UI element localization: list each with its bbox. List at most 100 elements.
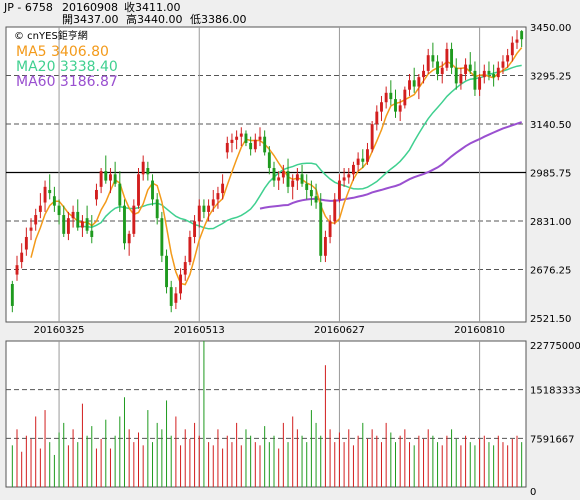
date-axis: 20160325 20160513 20160627 20160810 xyxy=(34,325,505,336)
candle-body xyxy=(384,92,388,103)
price-tick-label: 2985.75 xyxy=(530,169,571,180)
candle-body xyxy=(515,39,519,43)
candle-body xyxy=(20,252,24,263)
candle-body xyxy=(403,89,407,106)
candle-body xyxy=(520,31,524,40)
candle-body xyxy=(113,174,117,184)
ma20-line xyxy=(77,64,522,230)
price-axis: 3450.00 3295.25 3140.50 2985.75 2831.00 2676.… xyxy=(530,23,571,325)
candle-body xyxy=(29,227,33,231)
header-date: 20160908 xyxy=(62,1,118,14)
candle-body xyxy=(239,133,243,137)
candle-body xyxy=(454,67,458,84)
candle-body xyxy=(356,158,360,165)
candle-body xyxy=(394,99,397,112)
ma-legend-ma60: MA60 3186.87 xyxy=(16,74,118,90)
date-tick-label: 20160513 xyxy=(174,325,225,336)
candle-body xyxy=(263,136,267,153)
candle-body xyxy=(235,136,239,140)
candle-body xyxy=(57,205,61,216)
candle-body xyxy=(300,174,304,184)
candle-body xyxy=(183,262,187,275)
candle-body xyxy=(43,186,47,203)
candle-body xyxy=(412,80,416,87)
volume-bars xyxy=(11,341,523,487)
candle-body xyxy=(361,158,365,162)
volume-tick-label: 15183333 xyxy=(530,386,580,397)
candle-body xyxy=(366,149,369,162)
ma60-line xyxy=(259,121,523,210)
candle-body xyxy=(314,196,318,203)
candle-body xyxy=(165,255,168,288)
candle-body xyxy=(174,293,178,303)
candle-body xyxy=(286,171,290,187)
candle-body xyxy=(24,236,28,250)
volume-tick-label: 22775000 xyxy=(530,341,580,352)
candle-body xyxy=(291,180,295,187)
candle-body xyxy=(272,168,276,181)
candle-body xyxy=(99,171,103,187)
candle-body xyxy=(197,205,201,222)
header-open: 開3437.00 xyxy=(62,13,119,26)
candle-body xyxy=(309,189,313,197)
ma5-line xyxy=(30,47,523,286)
candle-body xyxy=(436,61,440,75)
candle-body xyxy=(501,61,505,68)
price-tick-label: 3295.25 xyxy=(530,72,571,83)
candle-body xyxy=(408,80,411,90)
candle-body xyxy=(146,168,150,175)
candle-body xyxy=(216,193,220,200)
candle-body xyxy=(473,70,477,90)
candle-body xyxy=(258,136,262,140)
candle-body xyxy=(440,67,444,75)
candle-body xyxy=(342,177,346,181)
candle-body xyxy=(123,205,126,244)
candle-body xyxy=(417,77,421,87)
candle-body xyxy=(169,287,173,306)
candle-body xyxy=(160,218,164,256)
candle-body xyxy=(15,265,19,275)
candle-body xyxy=(328,221,332,237)
candle-body xyxy=(431,55,435,62)
candle-body xyxy=(422,70,425,78)
candle-body xyxy=(389,92,393,100)
candle-body xyxy=(478,77,482,90)
candle-body xyxy=(179,274,183,294)
candle-body xyxy=(398,105,402,112)
candle-body xyxy=(464,64,468,75)
candle-body xyxy=(468,64,472,71)
candle-body xyxy=(52,196,56,206)
candle-body xyxy=(492,74,496,78)
ma-legend-ma20: MA20 3338.40 xyxy=(16,59,118,75)
candle-body xyxy=(380,102,383,112)
price-tick-label: 3450.00 xyxy=(530,23,571,34)
candle-body xyxy=(267,152,271,169)
candle-body xyxy=(510,42,514,56)
candle-body xyxy=(71,211,75,219)
price-panel xyxy=(5,26,527,323)
date-tick-label: 20160627 xyxy=(314,325,365,336)
candle-body xyxy=(445,48,449,68)
candle-body xyxy=(253,139,257,150)
price-tick-label: 2676.25 xyxy=(530,266,571,277)
candle-body xyxy=(337,180,341,200)
candle-body xyxy=(221,183,225,194)
volume-tick-label: 7591667 xyxy=(530,434,575,445)
candle-body xyxy=(305,183,309,190)
candle-body xyxy=(66,218,70,234)
candle-body xyxy=(48,189,52,194)
candle-body xyxy=(225,142,229,153)
date-tick-label: 20160810 xyxy=(454,325,505,336)
header-low: 低3386.00 xyxy=(190,13,247,26)
price-tick-label: 2831.00 xyxy=(530,217,571,228)
candlesticks xyxy=(10,30,524,313)
candle-body xyxy=(487,70,491,75)
moving-averages xyxy=(30,47,523,286)
header-high: 高3440.00 xyxy=(126,13,183,26)
candle-body xyxy=(38,205,42,212)
candle-body xyxy=(132,205,136,234)
price-tick-label: 3140.50 xyxy=(530,120,571,131)
candle-body xyxy=(155,199,159,219)
